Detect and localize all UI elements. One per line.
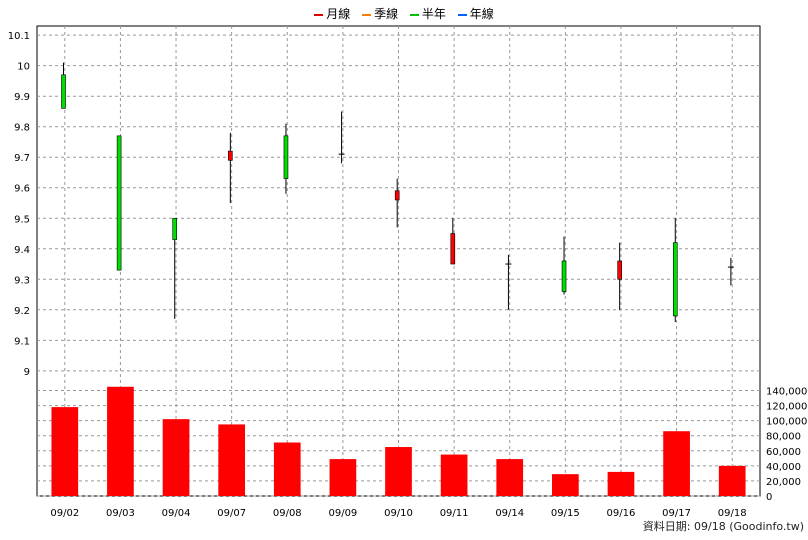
x-tick-label: 09/14	[495, 508, 524, 519]
data-date-footer: 資料日期: 09/18 (Goodinfo.tw)	[642, 520, 804, 533]
volume-bar	[51, 407, 79, 496]
legend-item-yearly: 年線	[457, 5, 494, 22]
volume-bar	[218, 424, 246, 496]
x-tick-label: 09/18	[718, 508, 747, 519]
volume-bar	[162, 419, 190, 496]
volume-bar	[607, 471, 635, 496]
volume-tick-label: 100,000	[766, 417, 807, 428]
legend-item-monthly: 月線	[314, 5, 350, 22]
legend-item-half-year: 半年	[409, 5, 446, 22]
volume-tick-label: 0	[766, 492, 772, 503]
x-tick-label: 09/04	[162, 508, 191, 519]
x-tick-label: 09/03	[106, 508, 135, 519]
volume-bar	[551, 474, 579, 496]
x-tick-label: 09/15	[551, 508, 580, 519]
legend-label: 季線	[374, 7, 399, 21]
volume-tick-label: 80,000	[766, 432, 801, 443]
volume-bar	[329, 459, 357, 496]
x-tick-label: 09/10	[384, 508, 413, 519]
legend-label: 半年	[421, 7, 446, 21]
x-tick-label: 09/07	[217, 508, 246, 519]
volume-bar	[663, 431, 690, 496]
legend-label: 月線	[326, 7, 351, 21]
volume-tick-label: 140,000	[766, 387, 807, 398]
price-tick-label: 10.1	[8, 31, 30, 42]
monthly-line-swatch-icon	[314, 13, 324, 16]
volume-bar	[718, 465, 746, 496]
price-tick-label: 9.7	[14, 153, 30, 164]
volume-tick-label: 20,000	[766, 477, 801, 488]
candle-body	[672, 242, 678, 317]
candle-body	[450, 233, 456, 265]
legend-item-quarterly: 季線	[362, 5, 398, 22]
legend: 月線 季線 半年 年線	[0, 5, 808, 22]
volume-bar	[385, 447, 412, 496]
quarterly-line-swatch-icon	[362, 13, 372, 16]
price-tick-label: 9.4	[14, 245, 30, 256]
volume-bar	[440, 454, 468, 496]
x-tick-label: 09/08	[273, 508, 302, 519]
candle-body	[283, 135, 289, 179]
price-tick-label: 9	[24, 367, 30, 378]
x-tick-label: 09/02	[50, 508, 79, 519]
price-tick-label: 9.2	[14, 306, 30, 317]
price-tick-label: 9.6	[14, 184, 30, 195]
candle-body	[228, 150, 233, 161]
price-tick-label: 9.8	[14, 123, 30, 134]
candle-body	[394, 190, 400, 201]
candle-body	[116, 135, 122, 271]
volume-bar	[496, 459, 524, 496]
candle-body	[172, 217, 178, 240]
x-tick-label: 09/17	[662, 508, 691, 519]
price-tick-label: 9.3	[14, 275, 30, 286]
price-tick-label: 9.9	[14, 92, 30, 103]
volume-bar	[273, 442, 301, 496]
candle-body	[561, 260, 567, 292]
volume-tick-label: 60,000	[766, 447, 801, 458]
price-tick-label: 9.1	[14, 336, 30, 347]
x-tick-label: 09/16	[607, 508, 636, 519]
price-tick-label: 9.5	[14, 214, 30, 225]
half-year-line-swatch-icon	[409, 13, 419, 16]
candle-body	[617, 260, 622, 280]
volume-tick-label: 120,000	[766, 402, 807, 413]
legend-label: 年線	[469, 7, 494, 21]
volume-tick-label: 40,000	[766, 462, 801, 473]
x-tick-label: 09/11	[440, 508, 469, 519]
volume-bar	[107, 386, 134, 496]
price-tick-label: 10	[17, 62, 30, 73]
x-tick-label: 09/09	[328, 508, 357, 519]
yearly-line-swatch-icon	[457, 13, 467, 16]
candle-body	[61, 74, 66, 109]
